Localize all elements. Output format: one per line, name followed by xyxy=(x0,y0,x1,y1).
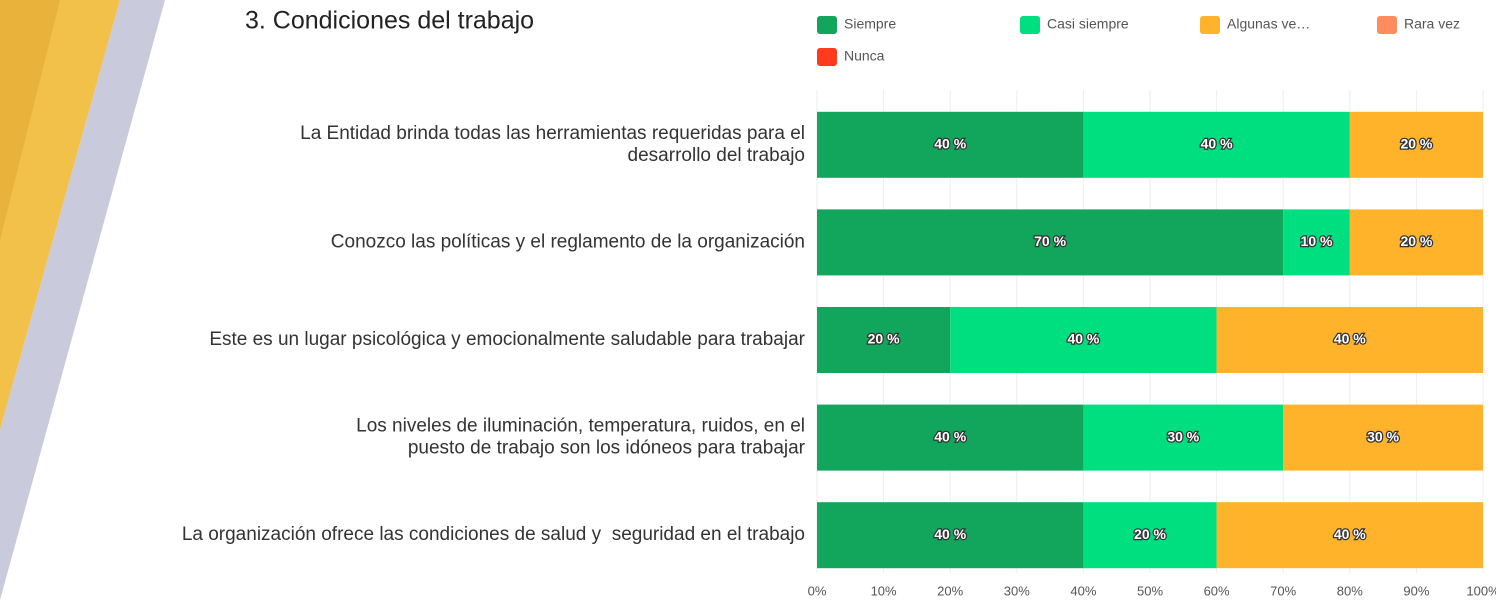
bar-segment xyxy=(1083,404,1284,471)
value-label: 20 % xyxy=(868,331,900,347)
category-label: La Entidad brinda todas las herramientas… xyxy=(300,123,805,144)
bar-segment xyxy=(1349,111,1483,178)
bar-segment xyxy=(1083,502,1217,569)
legend-swatch xyxy=(1200,16,1220,34)
decoration xyxy=(0,0,60,240)
category-label: desarrollo del trabajo xyxy=(628,145,805,166)
category-label: Este es un lugar psicológica y emocional… xyxy=(209,329,805,350)
bar-segment xyxy=(817,111,1084,178)
value-label: 70 % xyxy=(1034,233,1066,249)
value-label: 40 % xyxy=(1201,136,1233,152)
x-tick-label: 20% xyxy=(937,583,963,598)
legend-label: Algunas ve… xyxy=(1227,16,1310,32)
legend-swatch xyxy=(817,48,837,66)
x-tick-label: 100% xyxy=(1466,583,1496,598)
category-label: Conozco las políticas y el reglamento de… xyxy=(331,231,805,252)
value-label: 10 % xyxy=(1301,233,1333,249)
x-tick-label: 10% xyxy=(871,583,897,598)
x-tick-label: 80% xyxy=(1337,583,1363,598)
bar-segment xyxy=(1283,404,1483,471)
bar-segment xyxy=(1216,502,1483,569)
value-label: 30 % xyxy=(1167,428,1199,444)
value-label: 40 % xyxy=(1067,331,1099,347)
bar-segment xyxy=(817,404,1084,471)
value-label: 40 % xyxy=(1334,331,1366,347)
bar-segment xyxy=(817,502,1084,569)
value-label: 20 % xyxy=(1134,526,1166,542)
x-tick-label: 90% xyxy=(1403,583,1429,598)
bar-segment xyxy=(950,307,1217,373)
category-label: La organización ofrece las condiciones d… xyxy=(182,524,805,545)
legend-label: Nunca xyxy=(844,48,885,64)
x-tick-label: 50% xyxy=(1137,583,1163,598)
bar-segment xyxy=(1216,307,1483,373)
legend-label: Casi siempre xyxy=(1047,16,1129,32)
value-label: 40 % xyxy=(1334,526,1366,542)
x-tick-label: 30% xyxy=(1004,583,1030,598)
legend-swatch xyxy=(1020,16,1040,34)
legend-swatch xyxy=(817,16,837,34)
x-tick-label: 0% xyxy=(808,583,827,598)
chart-title: 3. Condiciones del trabajo xyxy=(245,7,534,35)
decoration xyxy=(0,0,165,600)
legend-swatch xyxy=(1377,16,1397,34)
x-tick-label: 40% xyxy=(1070,583,1096,598)
category-label: puesto de trabajo son los idóneos para t… xyxy=(408,438,806,459)
value-label: 20 % xyxy=(1400,233,1432,249)
value-label: 40 % xyxy=(934,428,966,444)
bar-segment xyxy=(817,307,951,373)
x-tick-label: 70% xyxy=(1270,583,1296,598)
category-label: Los niveles de iluminación, temperatura,… xyxy=(356,416,805,437)
value-label: 40 % xyxy=(934,526,966,542)
value-label: 20 % xyxy=(1400,136,1432,152)
bar-segment xyxy=(1349,209,1483,276)
value-label: 40 % xyxy=(934,136,966,152)
x-tick-label: 60% xyxy=(1204,583,1230,598)
legend-label: Siempre xyxy=(844,16,896,32)
bar-segment xyxy=(817,209,1284,276)
value-label: 30 % xyxy=(1367,428,1399,444)
bar-segment xyxy=(1083,111,1350,178)
bar-segment xyxy=(1283,209,1350,276)
legend-label: Rara vez xyxy=(1404,16,1460,32)
